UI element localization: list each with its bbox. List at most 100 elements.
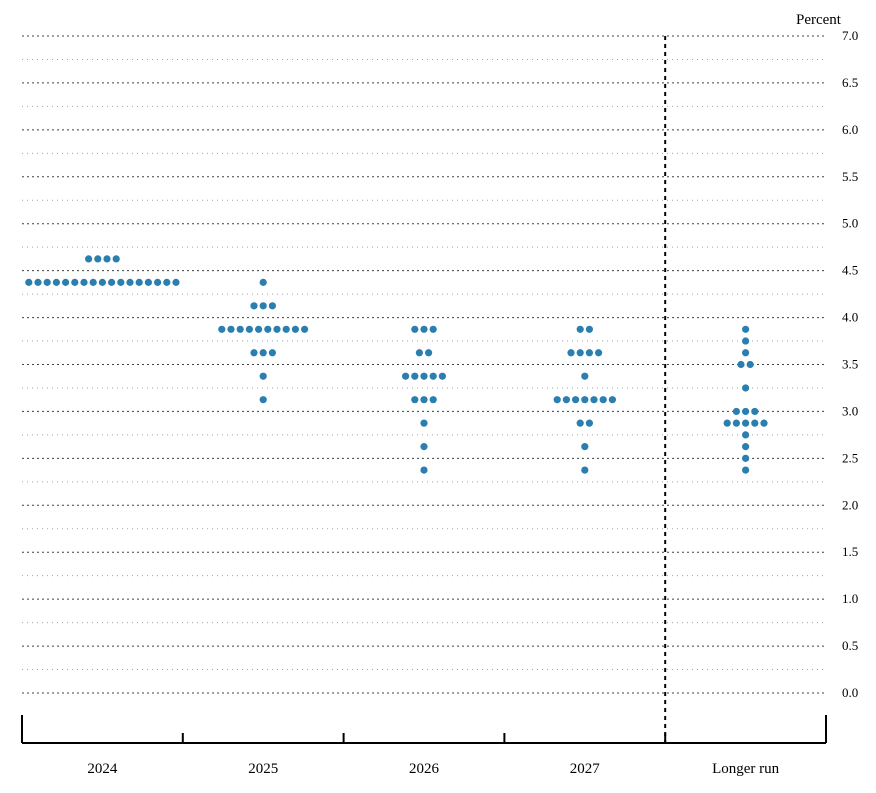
y-tick-label: 6.5 bbox=[842, 75, 858, 90]
dot bbox=[425, 349, 432, 356]
dot bbox=[163, 279, 170, 286]
dot bbox=[420, 326, 427, 333]
x-category-label: 2027 bbox=[570, 761, 601, 777]
dot bbox=[742, 326, 749, 333]
dot bbox=[742, 349, 749, 356]
dot bbox=[572, 396, 579, 403]
dot bbox=[90, 279, 97, 286]
dot bbox=[411, 396, 418, 403]
y-tick-label: 2.5 bbox=[842, 450, 858, 465]
dot bbox=[154, 279, 161, 286]
dot bbox=[25, 279, 32, 286]
dot bbox=[751, 408, 758, 415]
dot bbox=[430, 373, 437, 380]
dot bbox=[595, 349, 602, 356]
dot bbox=[420, 466, 427, 473]
dot bbox=[742, 443, 749, 450]
dot bbox=[237, 326, 244, 333]
y-tick-label: 0.0 bbox=[842, 685, 858, 700]
dot bbox=[62, 279, 69, 286]
dot bbox=[586, 420, 593, 427]
dot bbox=[250, 302, 257, 309]
y-tick-label: 2.0 bbox=[842, 497, 858, 512]
dot bbox=[126, 279, 133, 286]
y-tick-label: 4.0 bbox=[842, 310, 858, 325]
dot bbox=[586, 326, 593, 333]
dot bbox=[260, 279, 267, 286]
dot bbox=[600, 396, 607, 403]
dot bbox=[724, 420, 731, 427]
dot bbox=[117, 279, 124, 286]
dot bbox=[586, 349, 593, 356]
dot bbox=[581, 443, 588, 450]
dot bbox=[264, 326, 271, 333]
dot bbox=[218, 326, 225, 333]
dot bbox=[742, 384, 749, 391]
dot bbox=[227, 326, 234, 333]
dot bbox=[136, 279, 143, 286]
x-category-label: 2026 bbox=[409, 761, 440, 777]
dot bbox=[420, 420, 427, 427]
dot bbox=[113, 255, 120, 262]
y-tick-label: 1.0 bbox=[842, 591, 858, 606]
dot bbox=[563, 396, 570, 403]
dot bbox=[246, 326, 253, 333]
dot bbox=[283, 326, 290, 333]
dot bbox=[411, 326, 418, 333]
dot bbox=[590, 396, 597, 403]
dot bbox=[733, 420, 740, 427]
dot bbox=[269, 302, 276, 309]
dot bbox=[581, 466, 588, 473]
y-tick-label: 0.5 bbox=[842, 638, 858, 653]
dot-plot-chart: 0.0 0.5 1.0 1.5 2.0 2.5 3.0 3.5 4.0 4.5 5.0 5.5 6.0 6… bbox=[0, 0, 876, 793]
dot bbox=[273, 326, 280, 333]
dot bbox=[742, 408, 749, 415]
dot bbox=[742, 420, 749, 427]
dot bbox=[420, 443, 427, 450]
y-tick-label: 4.5 bbox=[842, 263, 858, 278]
dot bbox=[430, 326, 437, 333]
dot bbox=[577, 420, 584, 427]
y-tick-label: 7.0 bbox=[842, 28, 858, 43]
dot bbox=[733, 408, 740, 415]
y-tick-label: 5.5 bbox=[842, 169, 858, 184]
dot bbox=[439, 373, 446, 380]
dot bbox=[751, 420, 758, 427]
dot bbox=[420, 373, 427, 380]
dot bbox=[742, 455, 749, 462]
dot bbox=[737, 361, 744, 368]
dot bbox=[567, 349, 574, 356]
dot bbox=[430, 396, 437, 403]
dot bbox=[742, 337, 749, 344]
dot bbox=[402, 373, 409, 380]
dot bbox=[108, 279, 115, 286]
dot bbox=[581, 373, 588, 380]
dot bbox=[94, 255, 101, 262]
y-tick-label: 3.5 bbox=[842, 357, 858, 372]
dot bbox=[85, 255, 92, 262]
y-axis-title: Percent bbox=[796, 12, 841, 29]
dot bbox=[255, 326, 262, 333]
y-tick-label: 5.0 bbox=[842, 216, 858, 231]
dot bbox=[34, 279, 41, 286]
y-tick-label: 1.5 bbox=[842, 544, 858, 559]
dot bbox=[260, 302, 267, 309]
dot bbox=[577, 349, 584, 356]
dot bbox=[44, 279, 51, 286]
x-category-label: 2025 bbox=[248, 761, 278, 777]
dot bbox=[260, 396, 267, 403]
dot bbox=[172, 279, 179, 286]
dot bbox=[609, 396, 616, 403]
dot bbox=[411, 373, 418, 380]
y-tick-label: 3.0 bbox=[842, 403, 858, 418]
dot bbox=[99, 279, 106, 286]
dot bbox=[80, 279, 87, 286]
dot bbox=[581, 396, 588, 403]
dot bbox=[760, 420, 767, 427]
dot bbox=[742, 466, 749, 473]
dot bbox=[742, 431, 749, 438]
dot bbox=[269, 349, 276, 356]
y-tick-label: 6.0 bbox=[842, 122, 858, 137]
dot bbox=[250, 349, 257, 356]
dot bbox=[145, 279, 152, 286]
